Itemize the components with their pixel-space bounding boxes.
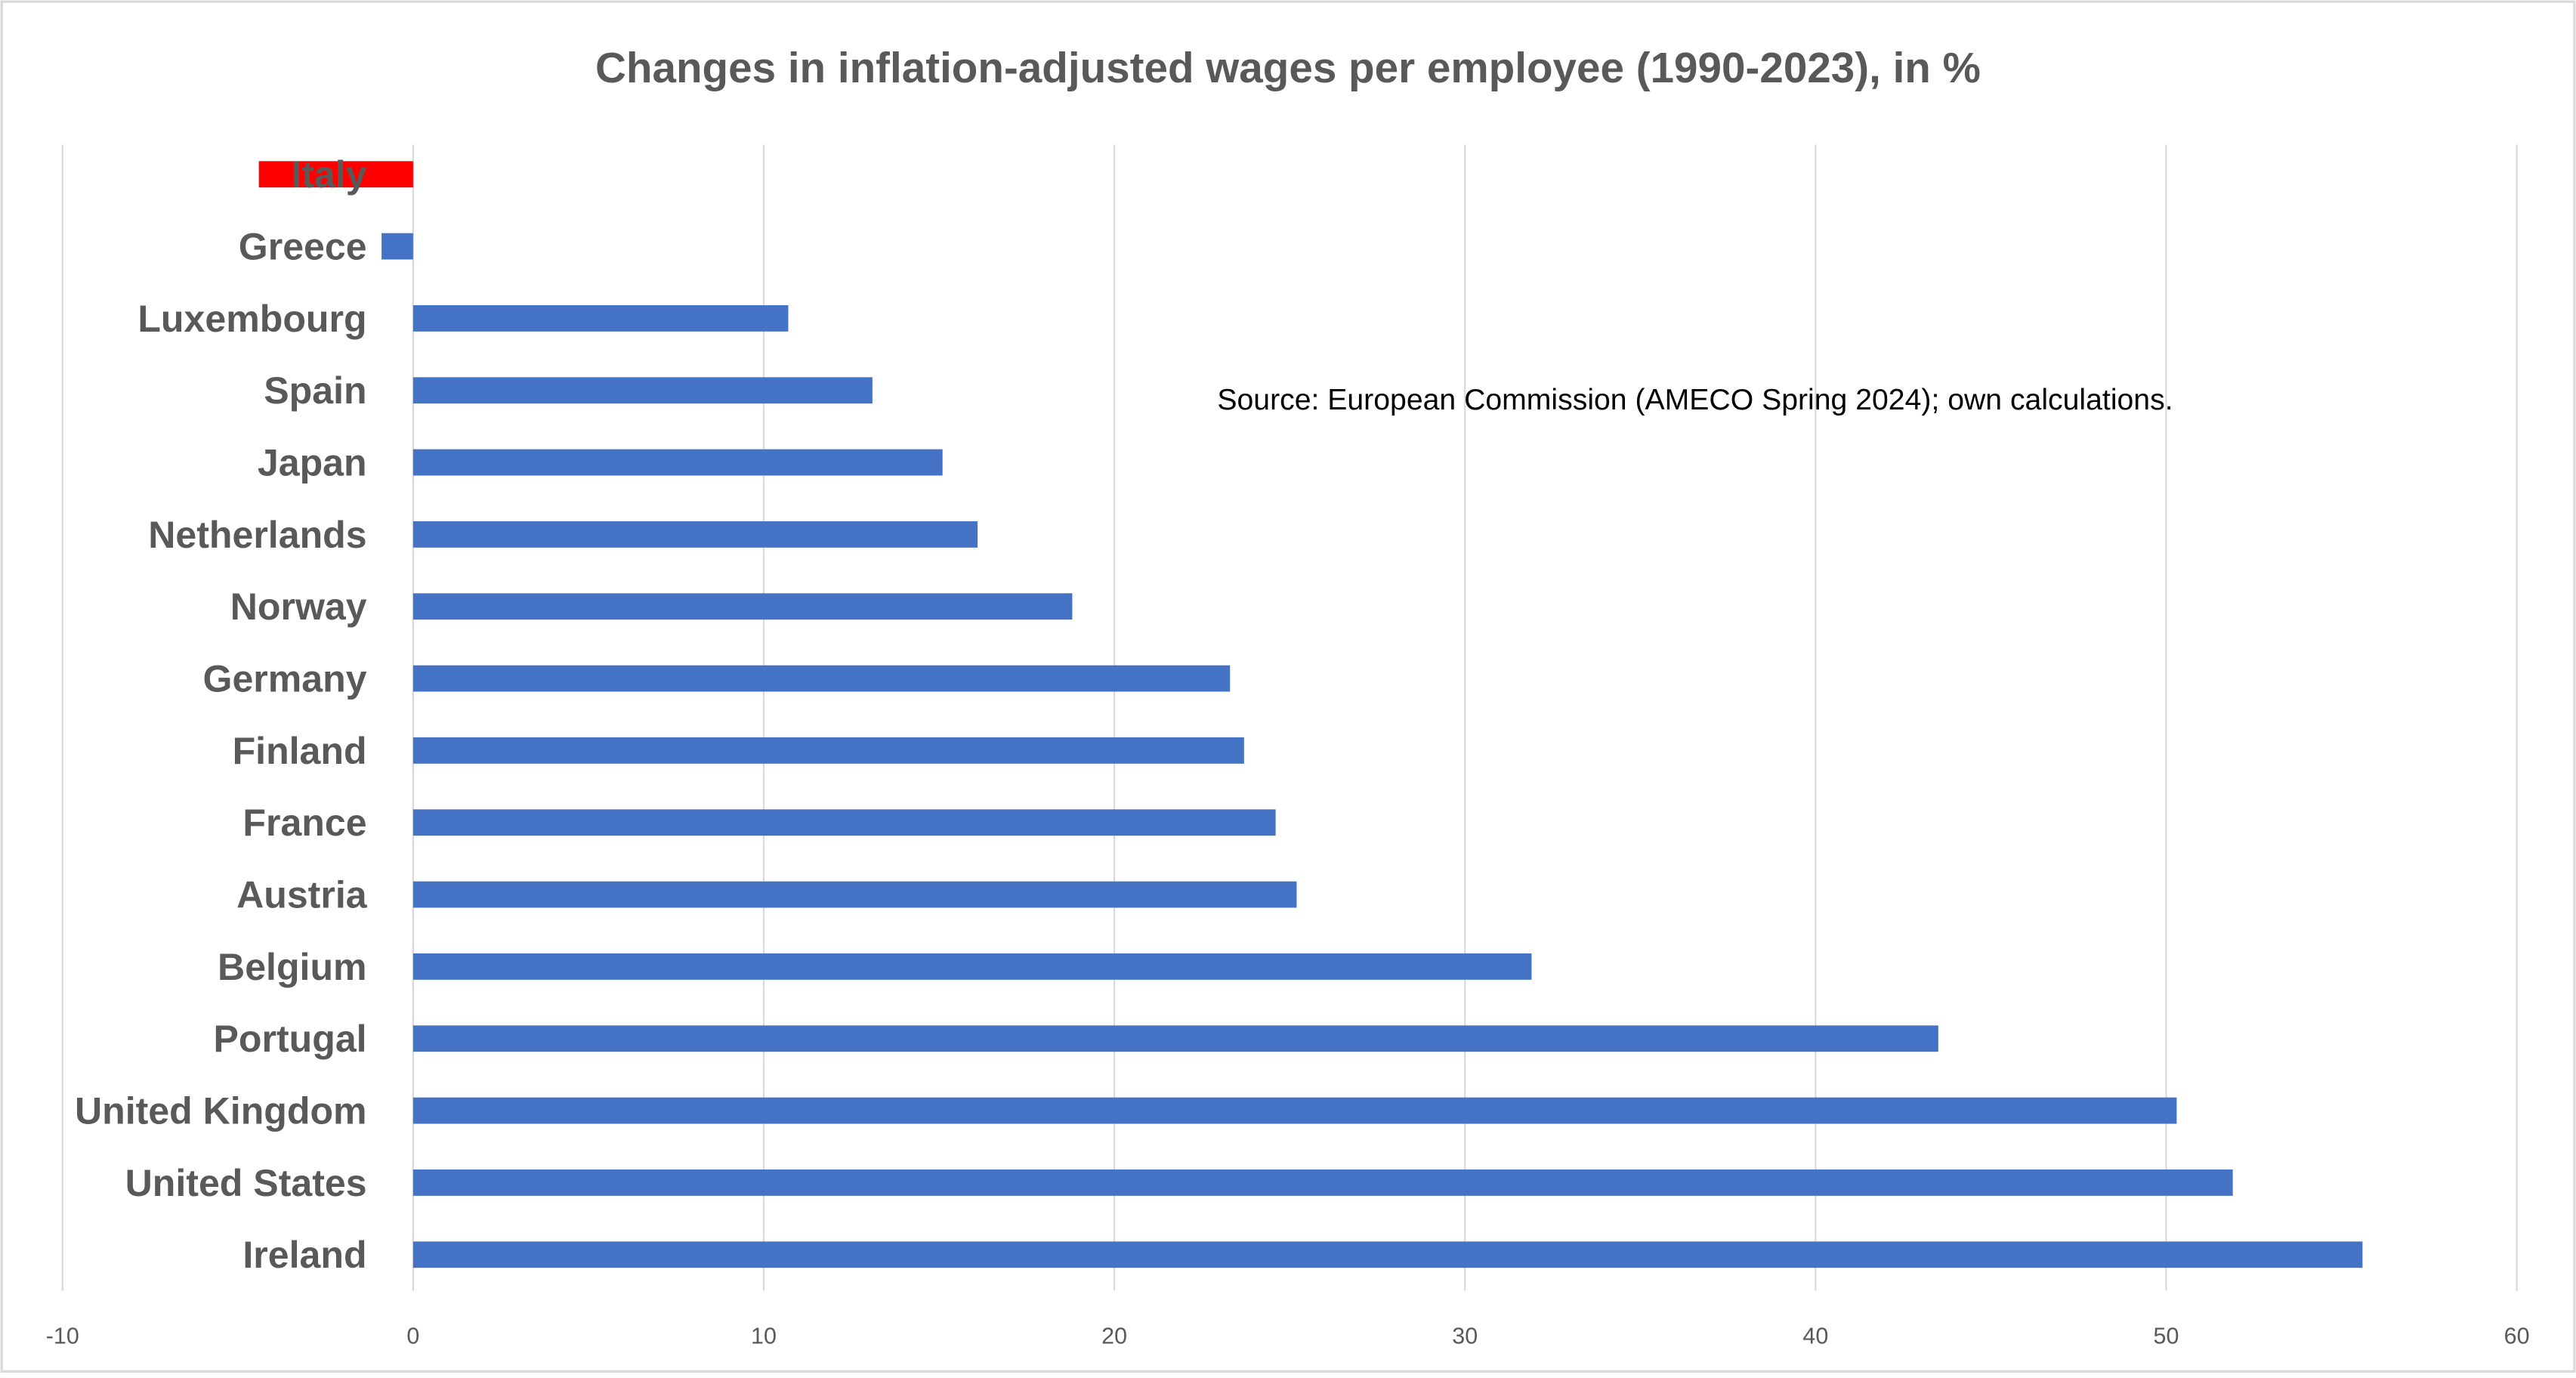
x-tick-label: 20 [1101,1323,1127,1349]
category-label: Luxembourg [137,298,366,340]
bar-france [412,809,1276,836]
x-tick-label: 50 [2154,1323,2179,1349]
bar-italy [258,161,413,188]
x-tick-label: 30 [1452,1323,1478,1349]
bar-norway [412,593,1073,620]
category-label: France [242,802,366,844]
bar-united-kingdom [412,1097,2177,1124]
category-label: United Kingdom [75,1090,367,1132]
category-label: Spain [264,369,366,412]
bar-japan [412,449,943,476]
category-label: Belgium [218,946,367,988]
category-label: Austria [236,873,368,916]
x-tick-label: 40 [1802,1323,1828,1349]
bar-finland [412,737,1244,764]
category-label: Italy [291,153,366,196]
category-label: United States [125,1162,367,1204]
category-label: Japan [258,441,367,484]
bar-ireland [412,1241,2363,1268]
bar-austria [412,881,1297,908]
x-tick-label: 10 [751,1323,777,1349]
bar-united-states [412,1169,2233,1196]
category-label: Norway [230,585,367,628]
category-label: Germany [202,657,366,700]
x-tick-label: -10 [46,1323,79,1349]
x-tick-label: 60 [2504,1323,2530,1349]
bar-luxembourg [412,304,789,332]
x-tick-label: 0 [406,1323,419,1349]
source-annotation: Source: European Commission (AMECO Sprin… [1217,384,2173,416]
bar-netherlands [412,521,978,548]
bar-greece [381,233,413,260]
category-label: Greece [239,225,367,267]
bar-germany [412,665,1231,692]
bar-portugal [412,1025,1938,1052]
category-label: Finland [233,730,367,772]
bar-belgium [412,953,1532,980]
bar-spain [412,377,873,404]
category-label: Netherlands [148,514,366,556]
category-label: Portugal [213,1018,366,1060]
chart-title: Changes in inflation-adjusted wages per … [595,44,1981,91]
category-label: Ireland [242,1234,366,1276]
